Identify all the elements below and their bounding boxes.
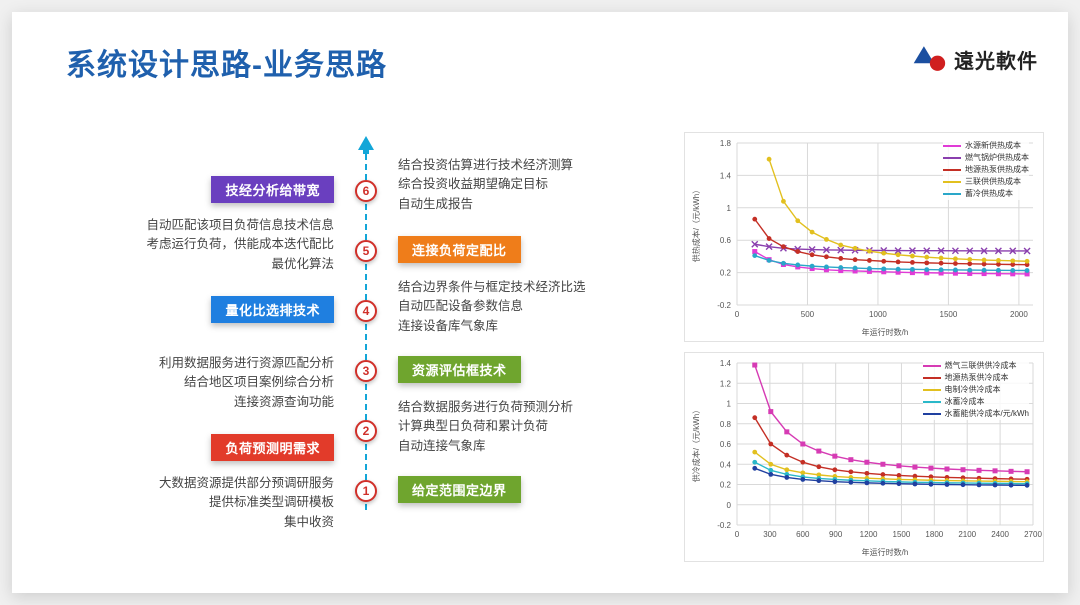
svg-text:500: 500 bbox=[801, 310, 815, 319]
svg-text:1000: 1000 bbox=[869, 310, 887, 319]
left-desc-5: 自动匹配该项目负荷信息技术信息考虑运行负荷，供能成本迭代配比最优化算法 bbox=[146, 216, 334, 274]
svg-text:年运行时数/h: 年运行时数/h bbox=[862, 327, 909, 337]
svg-text:2100: 2100 bbox=[958, 530, 976, 539]
svg-text:供热成本/（元/kWh）: 供热成本/（元/kWh） bbox=[691, 186, 701, 262]
svg-text:1.8: 1.8 bbox=[720, 139, 732, 148]
svg-text:供冷成本/（元/kWh）: 供冷成本/（元/kWh） bbox=[691, 406, 701, 482]
left-desc-3: 利用数据服务进行资源匹配分析结合地区项目案例综合分析连接资源查询功能 bbox=[159, 354, 334, 412]
step-node-5: 5 bbox=[355, 240, 377, 262]
svg-text:0.2: 0.2 bbox=[720, 481, 732, 490]
right-desc-6: 结合投资估算进行技术经济测算综合投资收益期望确定目标自动生成报告 bbox=[398, 156, 573, 214]
tag: 资源评估框技术 bbox=[398, 356, 521, 383]
svg-text:1: 1 bbox=[727, 400, 732, 409]
svg-text:年运行时数/h: 年运行时数/h bbox=[862, 547, 909, 557]
svg-text:300: 300 bbox=[763, 530, 777, 539]
svg-text:2000: 2000 bbox=[1010, 310, 1028, 319]
tag: 给定范围定边界 bbox=[398, 476, 521, 503]
step-node-4: 4 bbox=[355, 300, 377, 322]
heating-cost-chart: -0.2 0.2 0.6 1 1.4 1.8 0 500 1000 1500 2000 年运行时数/h… bbox=[684, 132, 1044, 342]
left-tag-6: 技经分析给带宽 bbox=[211, 176, 334, 203]
right-tag-5: 连接负荷定配比 bbox=[398, 236, 521, 263]
tag: 技经分析给带宽 bbox=[211, 176, 334, 203]
svg-text:1500: 1500 bbox=[940, 310, 958, 319]
svg-text:0.6: 0.6 bbox=[720, 236, 732, 245]
svg-text:0.4: 0.4 bbox=[720, 460, 732, 469]
svg-text:-0.2: -0.2 bbox=[717, 301, 731, 310]
svg-text:900: 900 bbox=[829, 530, 843, 539]
arrow-up-icon bbox=[358, 136, 374, 154]
chart-legend: 燃气三联供供冷成本地源热泵供冷成本电制冷供冷成本冰蓄冷成本水蓄能供冷成本/元/k… bbox=[923, 359, 1029, 420]
step-node-1: 1 bbox=[355, 480, 377, 502]
svg-text:2700: 2700 bbox=[1024, 530, 1042, 539]
svg-text:1.4: 1.4 bbox=[720, 359, 732, 368]
svg-text:1500: 1500 bbox=[893, 530, 911, 539]
right-desc-4: 结合边界条件与框定技术经济比选自动匹配设备参数信息连接设备库气象库 bbox=[398, 278, 586, 336]
step-node-2: 2 bbox=[355, 420, 377, 442]
svg-text:600: 600 bbox=[796, 530, 810, 539]
right-tag-3: 资源评估框技术 bbox=[398, 356, 521, 383]
left-tag-2: 负荷预测明需求 bbox=[211, 434, 334, 461]
process-diagram: 6 5 4 3 2 1 技经分析给带宽 自动匹配该项目负荷信息技术信息考虑运行负… bbox=[66, 142, 666, 552]
svg-text:0: 0 bbox=[735, 530, 740, 539]
svg-text:1: 1 bbox=[727, 204, 732, 213]
cooling-cost-chart: -0.2 0 0.2 0.4 0.6 0.8 1 1.2 1.4 0 300 600 900 1200 15… bbox=[684, 352, 1044, 562]
logo-text: 遠光軟件 bbox=[954, 45, 1038, 74]
svg-text:0.6: 0.6 bbox=[720, 440, 732, 449]
svg-text:0: 0 bbox=[735, 310, 740, 319]
step-node-3: 3 bbox=[355, 360, 377, 382]
page-title: 系统设计思路-业务思路 bbox=[66, 40, 387, 84]
tag: 负荷预测明需求 bbox=[211, 434, 334, 461]
svg-text:2400: 2400 bbox=[991, 530, 1009, 539]
logo-icon bbox=[912, 44, 946, 74]
svg-text:0: 0 bbox=[727, 501, 732, 510]
svg-text:1.4: 1.4 bbox=[720, 171, 732, 180]
spine: 6 5 4 3 2 1 bbox=[358, 142, 374, 522]
svg-text:0.2: 0.2 bbox=[720, 269, 732, 278]
left-desc-1: 大数据资源提供部分预调研服务提供标准类型调研模板集中收资 bbox=[159, 474, 334, 532]
svg-text:0.8: 0.8 bbox=[720, 420, 732, 429]
tag: 连接负荷定配比 bbox=[398, 236, 521, 263]
slide: 系统设计思路-业务思路 遠光軟件 6 5 4 3 2 1 技经分析给带宽 自动匹… bbox=[12, 12, 1068, 593]
svg-text:1800: 1800 bbox=[925, 530, 943, 539]
tag: 量化比选排技术 bbox=[211, 296, 334, 323]
brand-logo: 遠光軟件 bbox=[912, 44, 1038, 74]
right-tag-1: 给定范围定边界 bbox=[398, 476, 521, 503]
right-desc-2: 结合数据服务进行负荷预测分析计算典型日负荷和累计负荷自动连接气象库 bbox=[398, 398, 573, 456]
svg-text:1.2: 1.2 bbox=[720, 379, 732, 388]
svg-text:1200: 1200 bbox=[860, 530, 878, 539]
svg-text:-0.2: -0.2 bbox=[717, 521, 731, 530]
chart-legend: 水源新供热成本燃气锅炉供热成本地源热泵供热成本三联供供热成本蓄冷供热成本 bbox=[943, 139, 1029, 200]
charts-panel: -0.2 0.2 0.6 1 1.4 1.8 0 500 1000 1500 2000 年运行时数/h… bbox=[684, 132, 1044, 572]
step-node-6: 6 bbox=[355, 180, 377, 202]
left-tag-4: 量化比选排技术 bbox=[211, 296, 334, 323]
